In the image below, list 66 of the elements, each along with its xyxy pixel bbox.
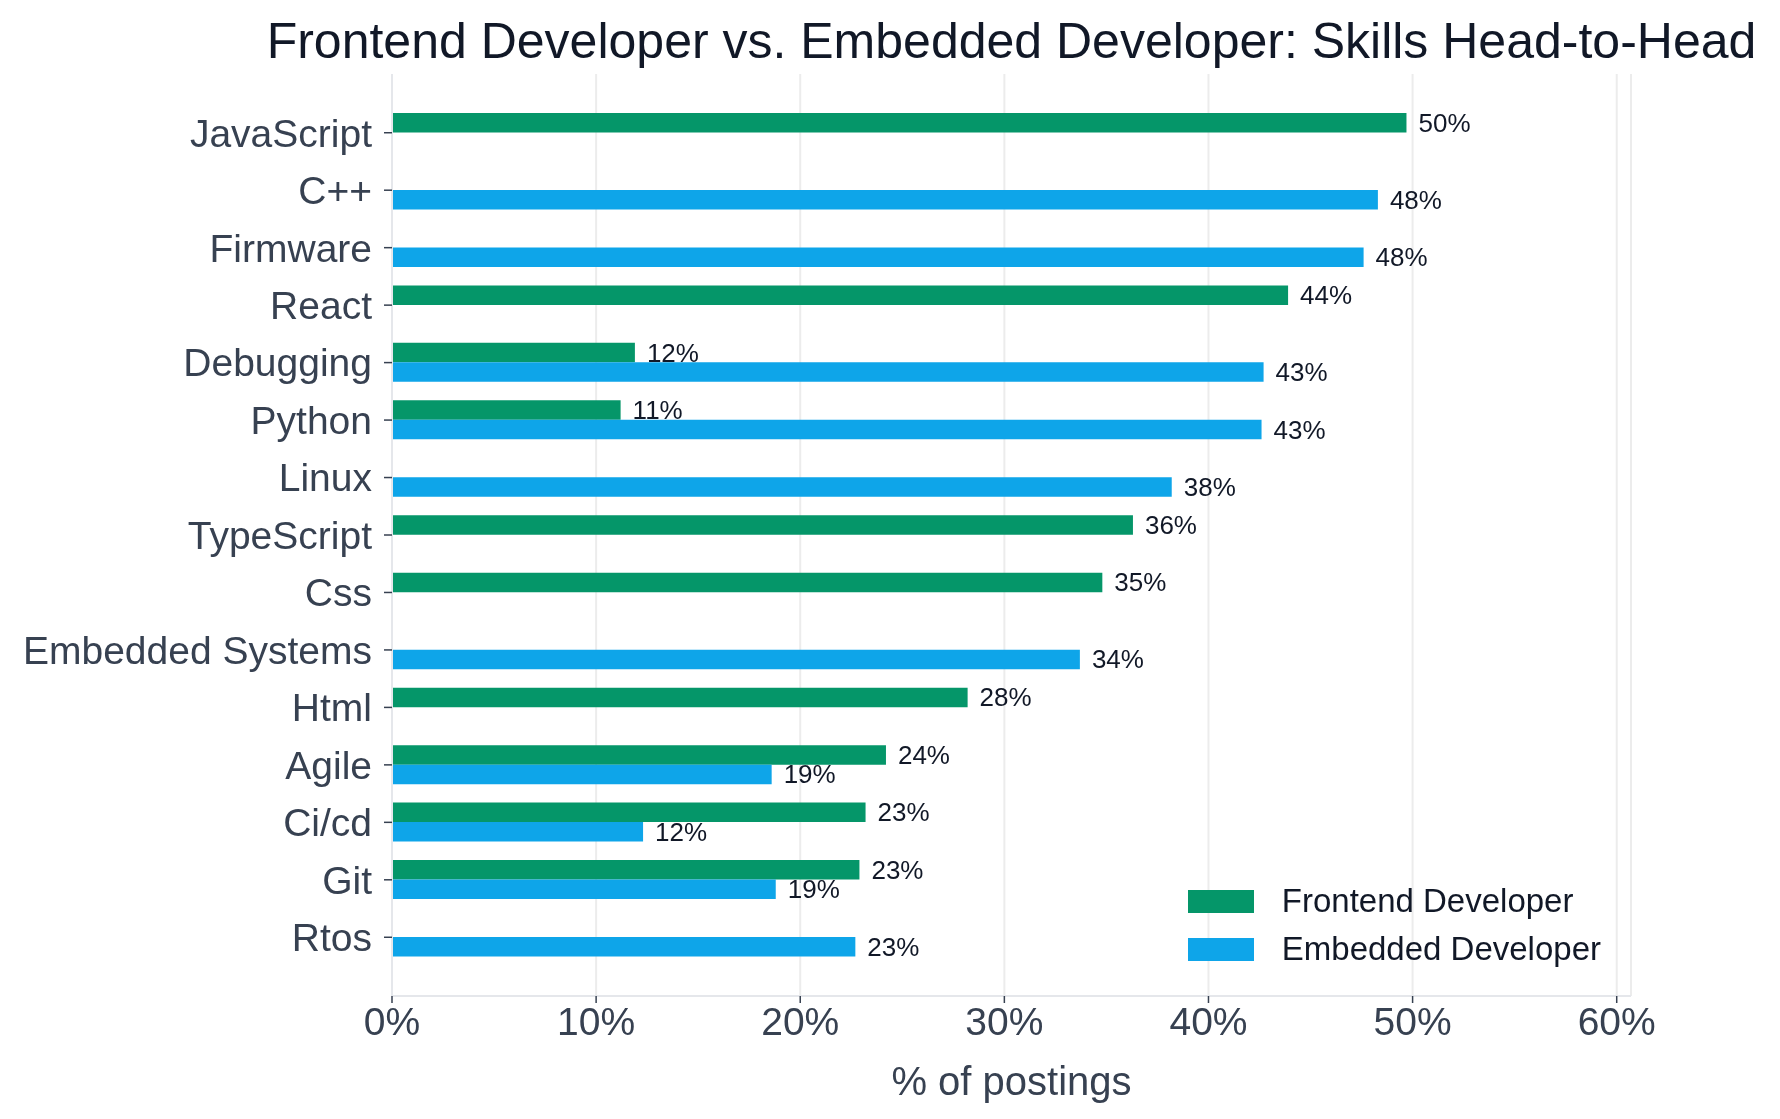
- bar: [392, 687, 968, 708]
- y-tick-label: Embedded Systems: [22, 628, 372, 672]
- data-label: 36%: [1144, 510, 1197, 541]
- x-axis-title: % of postings: [891, 1059, 1132, 1103]
- y-tick-label: C++: [298, 169, 372, 213]
- y-tick-label: Firmware: [209, 226, 372, 270]
- data-label: 48%: [1389, 184, 1442, 215]
- x-tick-label: 10%: [557, 999, 636, 1043]
- bar: [392, 113, 1407, 133]
- data-label: 34%: [1091, 644, 1144, 675]
- bar: [392, 764, 772, 785]
- bar: [392, 745, 886, 765]
- data-label: 11%: [632, 395, 683, 426]
- x-tick-label: 60%: [1577, 999, 1656, 1043]
- x-tick-label: 0%: [363, 999, 421, 1043]
- data-label: 43%: [1273, 414, 1326, 445]
- y-tick-label: React: [270, 283, 373, 327]
- bar: [392, 342, 635, 363]
- data-label: 48%: [1375, 242, 1428, 273]
- x-tick-label: 50%: [1373, 999, 1452, 1043]
- legend-label: Frontend Developer: [1281, 882, 1574, 919]
- data-label: 38%: [1183, 472, 1236, 503]
- data-label: 50%: [1418, 107, 1471, 138]
- data-label: 23%: [877, 797, 930, 828]
- y-tick-label: Debugging: [183, 341, 372, 385]
- y-tick-label: Rtos: [291, 916, 372, 960]
- data-label: 28%: [979, 682, 1032, 713]
- y-tick-label: Agile: [285, 743, 372, 787]
- bar: [392, 879, 776, 900]
- data-label: 35%: [1114, 567, 1167, 598]
- bar: [392, 477, 1172, 497]
- y-tick-label: Ci/cd: [283, 801, 372, 845]
- bar: [392, 189, 1378, 210]
- legend-label: Embedded Developer: [1281, 930, 1601, 967]
- data-label: 43%: [1275, 357, 1328, 388]
- chart-title: Frontend Developer vs. Embedded Developer: Skills Head-to-Head: [266, 13, 1757, 69]
- x-tick-label: 40%: [1169, 999, 1248, 1043]
- y-tick-label: Html: [291, 686, 372, 730]
- bar: [392, 419, 1262, 440]
- y-tick-label: Git: [322, 858, 373, 902]
- y-tick-label: Python: [250, 398, 372, 442]
- bar: [392, 572, 1103, 593]
- data-label: 19%: [787, 874, 840, 905]
- data-label: 24%: [897, 739, 951, 770]
- data-label: 23%: [871, 854, 924, 885]
- data-label: 12%: [646, 337, 699, 368]
- x-tick-label: 30%: [965, 999, 1044, 1043]
- bar: [392, 822, 644, 842]
- y-tick-label: TypeScript: [187, 513, 373, 557]
- y-tick-label: JavaScript: [189, 111, 373, 155]
- bar: [392, 649, 1080, 670]
- bar: [392, 285, 1289, 305]
- y-tick-label: Css: [304, 571, 372, 615]
- bar: [392, 860, 860, 880]
- bar: [392, 515, 1133, 535]
- data-label: 44%: [1300, 280, 1353, 311]
- x-tick-label: 20%: [761, 999, 840, 1043]
- bar: [392, 802, 866, 823]
- data-label: 23%: [867, 931, 920, 962]
- bar: [392, 400, 621, 420]
- data-label: 19%: [783, 759, 836, 790]
- bar: [392, 247, 1364, 267]
- bar: [392, 937, 856, 957]
- y-tick-label: Linux: [278, 456, 373, 500]
- data-label: 12%: [655, 816, 708, 847]
- bar: [392, 362, 1264, 382]
